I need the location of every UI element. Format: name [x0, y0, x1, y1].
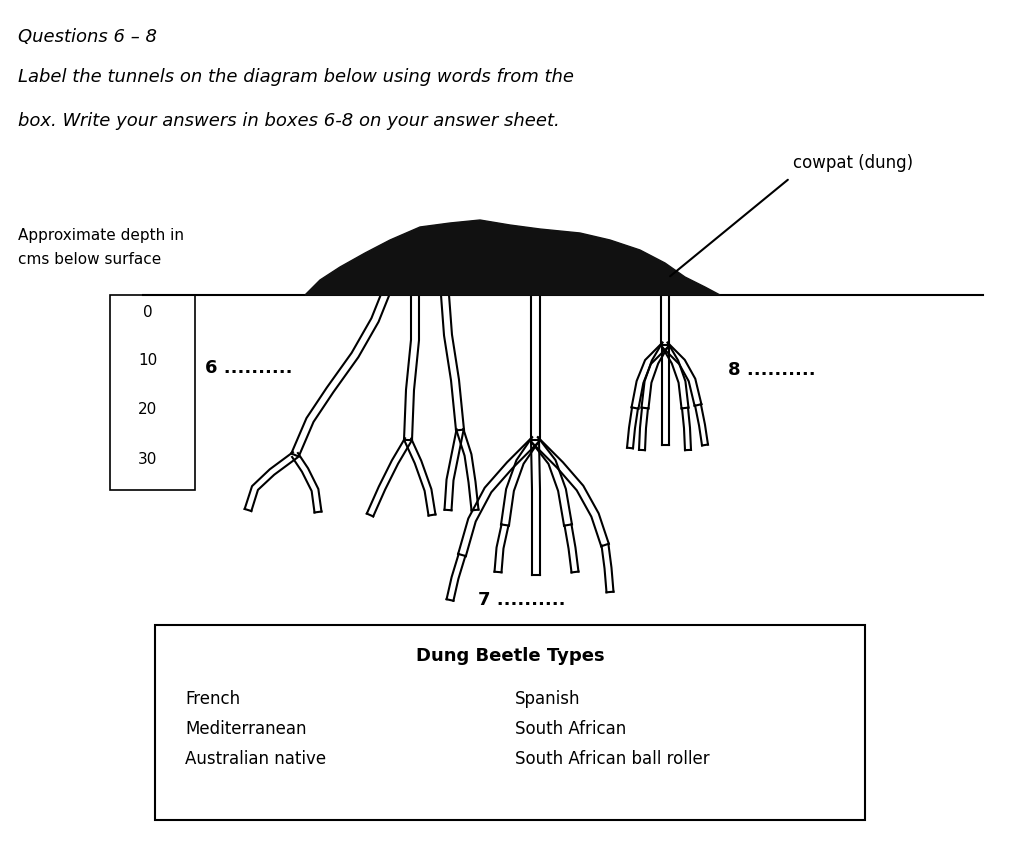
Text: box. Write your answers in boxes 6-8 on your answer sheet.: box. Write your answers in boxes 6-8 on … [18, 112, 560, 130]
Text: 10: 10 [138, 353, 157, 368]
Bar [110, 295, 195, 490]
Text: 7 ..........: 7 .......... [478, 591, 565, 609]
Text: Mediterranean: Mediterranean [185, 720, 306, 738]
Text: Approximate depth in: Approximate depth in [18, 228, 184, 243]
Text: Spanish: Spanish [515, 690, 581, 708]
Text: Label the tunnels on the diagram below using words from the: Label the tunnels on the diagram below u… [18, 68, 574, 86]
Text: Dung Beetle Types: Dung Beetle Types [416, 647, 604, 665]
Text: Australian native: Australian native [185, 750, 326, 768]
Text: 0: 0 [142, 305, 153, 320]
Text: 20: 20 [138, 402, 157, 417]
Bar [155, 625, 865, 820]
Text: cms below surface: cms below surface [18, 252, 161, 267]
Text: South African: South African [515, 720, 627, 738]
Text: 8 ..........: 8 .......... [728, 361, 816, 379]
Text: South African ball roller: South African ball roller [515, 750, 710, 768]
Text: 6 ..........: 6 .......... [205, 359, 293, 377]
Text: 30: 30 [138, 452, 158, 467]
Polygon shape [305, 220, 720, 295]
Text: Questions 6 – 8: Questions 6 – 8 [18, 28, 157, 46]
Text: French: French [185, 690, 240, 708]
Text: cowpat (dung): cowpat (dung) [793, 154, 913, 172]
